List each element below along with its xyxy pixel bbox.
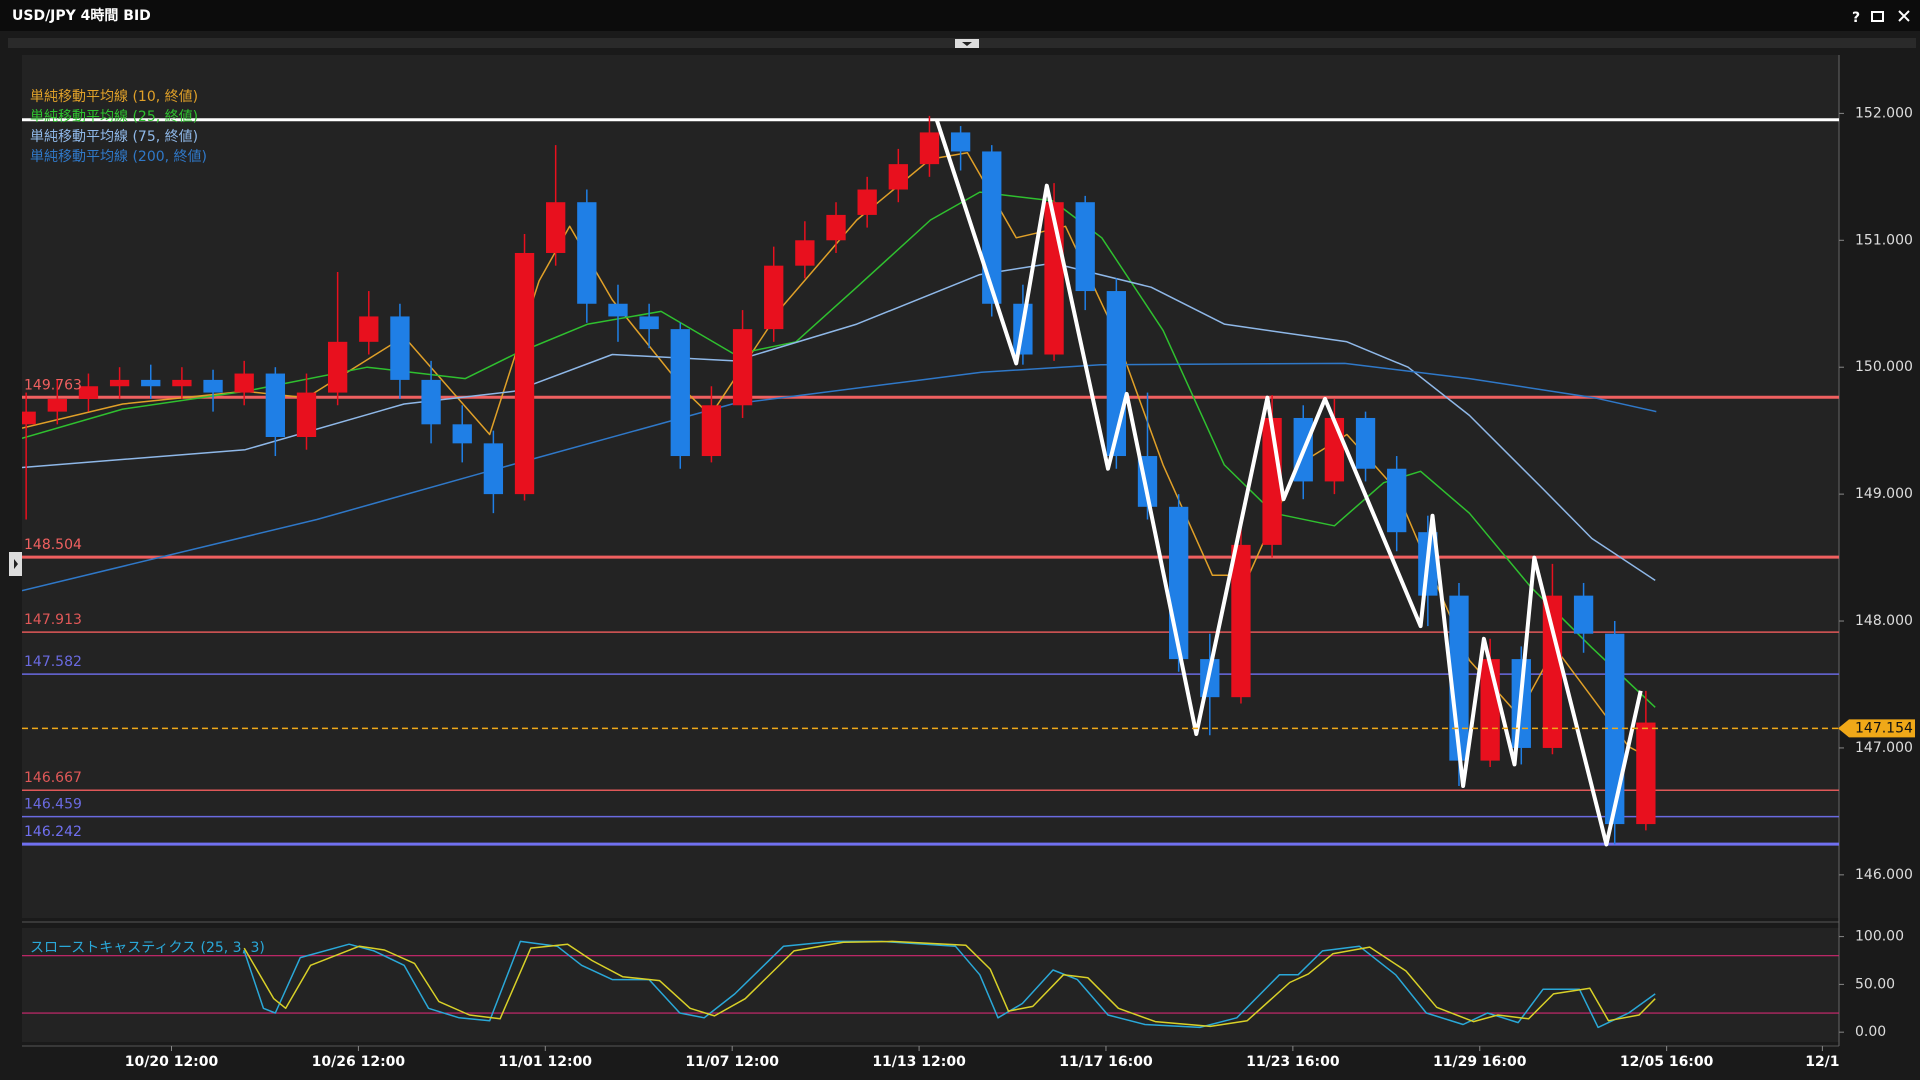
moving-average <box>22 362 1657 592</box>
legend-entry: 単純移動平均線 (75, 終値) <box>30 129 198 145</box>
stoch-layer <box>22 940 1839 1029</box>
moving-average <box>22 151 1656 762</box>
side-handle-arrow <box>14 559 18 569</box>
candle-body <box>795 240 815 266</box>
help-button[interactable]: ? <box>1852 10 1860 26</box>
candle-body <box>514 252 535 495</box>
candle-body <box>172 379 192 387</box>
candle-body <box>1324 417 1345 482</box>
candle-body <box>701 405 722 457</box>
y-tick-label: 151.000 <box>1855 232 1913 248</box>
x-tick-label: 11/07 12:00 <box>685 1054 779 1070</box>
candle-body <box>857 189 877 215</box>
candle-body <box>78 386 99 399</box>
candle-body <box>639 316 659 330</box>
candle-body <box>47 398 67 412</box>
candle-body <box>327 341 348 393</box>
x-tick-label: 10/20 12:00 <box>125 1054 219 1070</box>
level-label: 146.459 <box>24 797 82 813</box>
candle-body <box>670 329 690 457</box>
candle-body <box>141 379 161 387</box>
candle-body <box>1231 544 1251 698</box>
close-button[interactable] <box>1898 10 1910 22</box>
candle-body <box>359 316 379 342</box>
level-label: 146.667 <box>24 770 82 786</box>
x-tick-label: 11/17 16:00 <box>1059 1054 1153 1070</box>
collapse-arrow <box>962 42 972 46</box>
candle-body <box>265 373 285 438</box>
candle-body <box>296 392 317 438</box>
y-tick-label: 146.000 <box>1855 867 1913 883</box>
x-tick-label: 11/23 16:00 <box>1246 1054 1340 1070</box>
candle-body <box>390 316 410 380</box>
maximize-button[interactable] <box>1871 11 1884 22</box>
candle-body <box>826 214 846 241</box>
current-price-label: 147.154 <box>1855 720 1913 736</box>
candle-body <box>1387 468 1407 533</box>
y-tick-label: 152.000 <box>1855 105 1913 121</box>
stoch-line <box>243 940 1656 1028</box>
stoch-title: スローストキャスティクス (25, 3, 3) <box>30 940 265 956</box>
y-tick-label: 147.000 <box>1855 740 1913 756</box>
level-label: 148.504 <box>24 537 82 553</box>
candle-body <box>421 379 441 425</box>
zigzag-line <box>934 119 1643 847</box>
price-layer <box>22 115 1839 847</box>
candle-body <box>1542 595 1563 748</box>
x-tick-label: 11/13 12:00 <box>872 1054 966 1070</box>
moving-average <box>22 191 1656 708</box>
title-bar <box>0 0 1920 31</box>
candle-body <box>1480 659 1500 761</box>
candle-body <box>950 132 971 152</box>
candle-body <box>1573 595 1594 634</box>
candle-body <box>109 379 130 387</box>
candle-body <box>1355 417 1376 469</box>
stoch-tick-label: 100.00 <box>1855 929 1904 945</box>
plot-area <box>22 55 1839 918</box>
candle-body <box>608 303 628 317</box>
candle-body <box>483 443 504 495</box>
legend-entry: 単純移動平均線 (200, 終値) <box>30 149 207 165</box>
stoch-tick-label: 0.00 <box>1855 1024 1886 1040</box>
legend-entry: 単純移動平均線 (25, 終値) <box>30 109 198 125</box>
candle-body <box>452 424 472 444</box>
level-label: 147.913 <box>24 612 82 628</box>
stoch-line <box>243 940 1656 1029</box>
window-title: USD/JPY 4時間 BID <box>12 7 151 24</box>
candle-body <box>234 373 254 393</box>
x-tick-label: 12/1 <box>1805 1054 1839 1070</box>
level-label: 146.242 <box>24 824 82 840</box>
legend-entry: 単純移動平均線 (10, 終値) <box>30 89 198 105</box>
stoch-area <box>22 928 1839 1042</box>
candle-body <box>577 202 597 304</box>
candle-body <box>1075 202 1095 292</box>
candle-body <box>203 379 223 393</box>
stoch-tick-label: 50.00 <box>1855 976 1895 992</box>
x-tick-label: 12/05 16:00 <box>1620 1054 1714 1070</box>
x-tick-label: 11/29 16:00 <box>1433 1054 1527 1070</box>
y-tick-label: 148.000 <box>1855 613 1913 629</box>
candle-body <box>1636 722 1656 825</box>
candle-body <box>22 411 36 425</box>
candle-body <box>1168 506 1189 660</box>
candle-body <box>888 164 908 190</box>
candle-body <box>732 329 753 406</box>
current-price-tag <box>1838 719 1915 738</box>
candle-body <box>546 202 566 253</box>
level-label: 149.763 <box>24 377 82 393</box>
candle-body <box>764 265 784 330</box>
x-tick-label: 10/26 12:00 <box>312 1054 406 1070</box>
x-tick-label: 11/01 12:00 <box>499 1054 593 1070</box>
y-tick-label: 149.000 <box>1855 486 1913 502</box>
candle-body <box>982 151 1002 304</box>
y-tick-label: 150.000 <box>1855 359 1913 375</box>
candle-body <box>919 132 940 165</box>
level-label: 147.582 <box>24 654 82 670</box>
